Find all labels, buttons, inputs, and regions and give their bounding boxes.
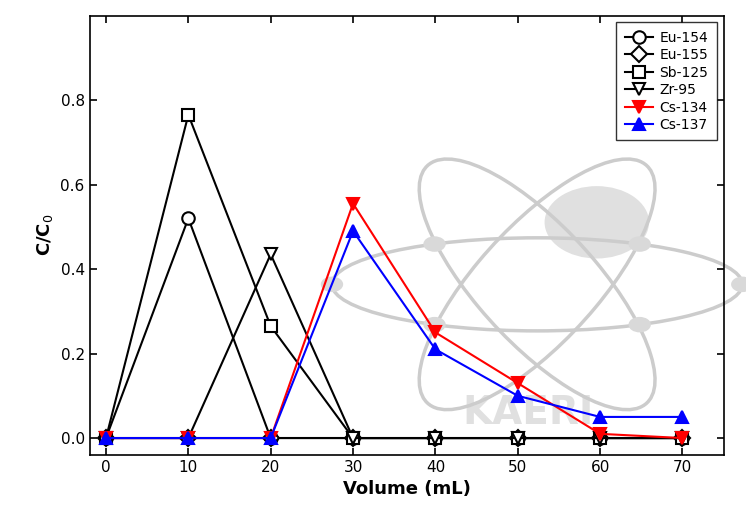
Eu-154 [184, 215, 192, 221]
Sb-125 [266, 323, 275, 329]
Zr-95 [348, 435, 357, 441]
Circle shape [731, 277, 746, 292]
Cs-137 [184, 435, 192, 441]
Line: Zr-95: Zr-95 [100, 248, 689, 444]
Cs-134 [184, 435, 192, 441]
Line: Cs-134: Cs-134 [100, 197, 689, 444]
Eu-154 [101, 435, 110, 441]
Eu-155 [431, 435, 440, 441]
Eu-154 [348, 435, 357, 441]
Cs-134 [348, 201, 357, 207]
Eu-154 [678, 435, 687, 441]
Sb-125 [595, 435, 604, 441]
Zr-95 [513, 435, 522, 441]
Sb-125 [184, 112, 192, 118]
Y-axis label: C/C$_0$: C/C$_0$ [35, 214, 55, 256]
Legend: Eu-154, Eu-155, Sb-125, Zr-95, Cs-134, Cs-137: Eu-154, Eu-155, Sb-125, Zr-95, Cs-134, C… [616, 22, 717, 141]
Eu-155 [595, 435, 604, 441]
X-axis label: Volume (mL): Volume (mL) [342, 480, 471, 498]
Eu-154 [431, 435, 440, 441]
Eu-154 [513, 435, 522, 441]
Eu-155 [266, 435, 275, 441]
Zr-95 [101, 435, 110, 441]
Circle shape [321, 277, 343, 292]
Cs-137 [595, 414, 604, 420]
Zr-95 [266, 251, 275, 257]
Eu-154 [595, 435, 604, 441]
Cs-137 [266, 435, 275, 441]
Cs-134 [678, 435, 687, 441]
Line: Eu-155: Eu-155 [101, 433, 688, 444]
Cs-137 [348, 228, 357, 234]
Cs-137 [101, 435, 110, 441]
Cs-134 [513, 380, 522, 386]
Cs-137 [513, 393, 522, 399]
Circle shape [423, 317, 445, 332]
Zr-95 [184, 435, 192, 441]
Cs-137 [678, 414, 687, 420]
Cs-134 [101, 435, 110, 441]
Text: KAERI: KAERI [463, 394, 594, 432]
Line: Cs-137: Cs-137 [100, 225, 689, 444]
Eu-155 [678, 435, 687, 441]
Cs-134 [595, 431, 604, 437]
Eu-155 [101, 435, 110, 441]
Sb-125 [678, 435, 687, 441]
Zr-95 [678, 435, 687, 441]
Zr-95 [595, 435, 604, 441]
Cs-137 [431, 346, 440, 353]
Circle shape [628, 317, 651, 332]
Circle shape [424, 236, 446, 252]
Sb-125 [431, 435, 440, 441]
Eu-155 [184, 435, 192, 441]
Circle shape [628, 236, 651, 252]
Eu-155 [348, 435, 357, 441]
Eu-154 [266, 435, 275, 441]
Sb-125 [101, 435, 110, 441]
Sb-125 [348, 435, 357, 441]
Sb-125 [513, 435, 522, 441]
Line: Sb-125: Sb-125 [100, 109, 689, 444]
Eu-155 [513, 435, 522, 441]
Zr-95 [431, 435, 440, 441]
Cs-134 [266, 435, 275, 441]
Cs-134 [431, 329, 440, 336]
Circle shape [545, 186, 649, 258]
Line: Eu-154: Eu-154 [100, 212, 689, 444]
